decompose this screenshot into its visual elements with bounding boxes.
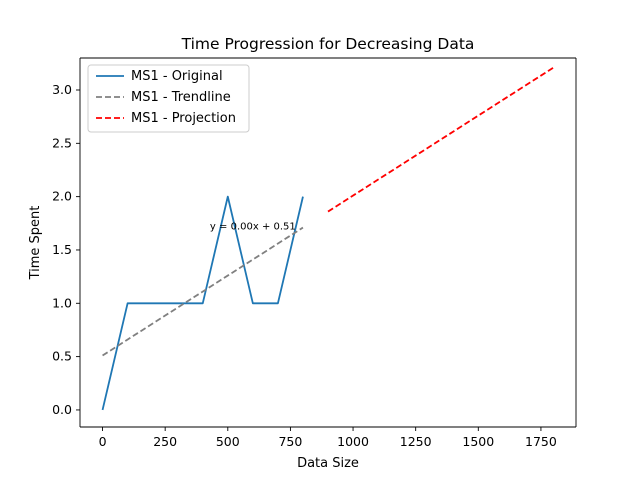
legend-label-3: MS1 - Projection — [131, 111, 236, 126]
x-axis-label: Data Size — [297, 456, 359, 471]
y-tick-label-6: 2.5 — [52, 135, 72, 150]
plot-area: y = 0.00x + 0.51 — [101, 66, 554, 411]
y-axis-label: Time Spent — [28, 206, 43, 281]
x-tick-label-3: 500 — [216, 434, 240, 449]
legend-label-2: MS1 - Trendline — [131, 90, 231, 105]
y-tick-label-7: 3.0 — [52, 82, 72, 97]
x-tick-label-1: 0 — [99, 434, 107, 449]
x-tick-label-2: 250 — [153, 434, 177, 449]
legend-label-1: MS1 - Original — [131, 69, 223, 84]
axes: 0 250 500 750 1000 1250 1500 1750 0.0 0.5 1.0 1.5 2.… — [52, 57, 577, 449]
x-tick-label-5: 1000 — [337, 434, 369, 449]
series-line-2 — [102, 226, 304, 357]
y-tick-label-4: 1.5 — [52, 242, 72, 257]
x-tick-label-4: 750 — [278, 434, 302, 449]
x-tick-label-6: 1250 — [400, 434, 432, 449]
annotation-1: y = 0.00x + 0.51 — [210, 222, 296, 233]
y-tick-label-3: 1.0 — [52, 295, 72, 310]
x-tick-label-8: 1750 — [525, 434, 557, 449]
legend: MS1 - Original MS1 - Trendline MS1 - Proje… — [87, 64, 250, 133]
legend-box — [87, 64, 250, 133]
y-tick-label-2: 0.5 — [52, 349, 72, 364]
series-line-1 — [101, 195, 304, 411]
y-tick-label-1: 0.0 — [52, 402, 72, 417]
y-tick-label-5: 2.0 — [52, 189, 72, 204]
x-tick-label-7: 1500 — [462, 434, 494, 449]
chart-title: Time Progression for Decreasing Data — [181, 35, 475, 53]
